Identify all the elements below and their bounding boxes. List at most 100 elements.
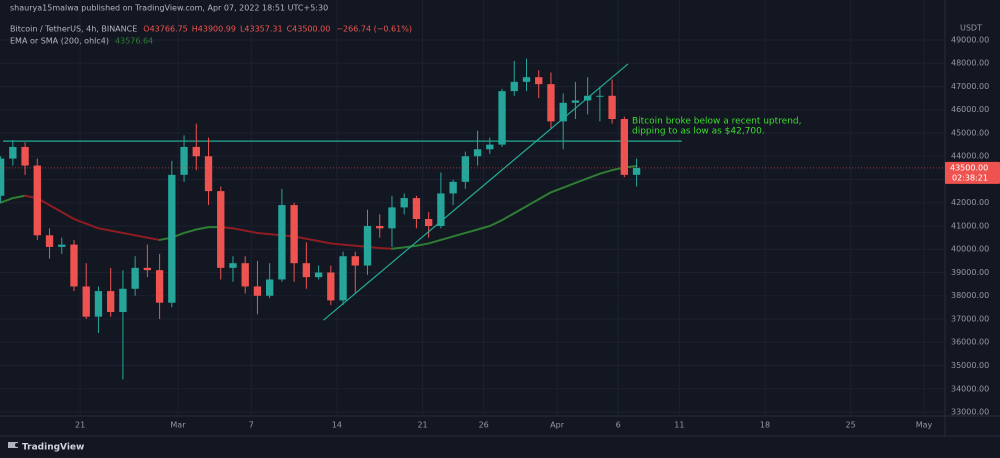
candle-body <box>522 77 531 82</box>
moving-average <box>549 186 565 194</box>
candle-body <box>33 165 41 236</box>
moving-average <box>439 235 455 241</box>
candle-body <box>547 84 555 122</box>
candle-body <box>180 146 188 175</box>
y-tick-label: 47000.00 <box>951 82 989 91</box>
y-tick-label: 42000.00 <box>951 198 989 207</box>
candle-body <box>265 279 274 296</box>
y-tick-label: 38000.00 <box>951 291 989 300</box>
candle-body <box>461 156 470 182</box>
ma-legend: EMA or SMA (200, ohlc4) <box>10 37 109 46</box>
y-tick-label: 45000.00 <box>951 128 989 137</box>
candle-body <box>229 263 237 268</box>
symbol: Bitcoin / TetherUS, 4h, BINANCE <box>10 25 137 34</box>
candle-body <box>278 205 286 280</box>
x-tick-label: 21 <box>75 421 85 430</box>
candle-body <box>424 219 433 226</box>
candle-body <box>596 95 604 97</box>
y-tick-label: 39000.00 <box>951 268 989 277</box>
moving-average <box>48 204 63 214</box>
candle-body <box>620 119 629 175</box>
moving-average <box>574 177 589 184</box>
y-tick-label: 40000.00 <box>951 245 989 254</box>
annotation: Bitcoin broke below a recent uptrend, <box>632 117 801 127</box>
candle-body <box>388 207 396 229</box>
y-tick-label: 37000.00 <box>951 314 989 323</box>
moving-average <box>464 228 479 234</box>
moving-average <box>60 211 75 221</box>
moving-average <box>427 238 442 245</box>
x-tick-label: May <box>916 421 933 430</box>
x-tick-label: Apr <box>550 421 565 430</box>
moving-average <box>305 237 320 243</box>
candle-body <box>70 244 78 287</box>
candle-body <box>351 256 359 266</box>
candle-body <box>412 198 421 220</box>
candle-body <box>21 146 29 166</box>
last-price-label: 43500.00 <box>950 163 988 172</box>
candle-body <box>143 267 152 271</box>
candle-body <box>608 95 616 120</box>
moving-average <box>85 222 100 230</box>
published: shaurya15malwa published on TradingView.… <box>10 4 328 13</box>
moving-average <box>231 227 247 232</box>
grid <box>0 0 945 416</box>
moving-average <box>378 247 393 250</box>
x-tick-label: 11 <box>674 421 684 430</box>
moving-average <box>329 242 345 246</box>
moving-average <box>97 227 112 232</box>
brand-logo <box>8 442 19 448</box>
moving-average <box>109 229 124 234</box>
y-tick-label: 33000.00 <box>951 408 989 417</box>
x-tick-label: 25 <box>845 421 855 430</box>
candle-body <box>449 181 457 194</box>
moving-average <box>415 242 430 247</box>
y-tick-label: 44000.00 <box>951 152 989 161</box>
candle-body <box>559 102 567 122</box>
moving-average <box>476 224 491 231</box>
candle-body <box>363 225 372 266</box>
candle-body <box>571 100 580 103</box>
candle-body <box>119 288 127 313</box>
x-tick-label: 18 <box>760 421 770 430</box>
trend-line <box>323 63 629 321</box>
candle-body <box>327 272 335 301</box>
moving-average <box>256 231 271 236</box>
moving-average <box>390 246 406 250</box>
x-tick-label: 14 <box>332 421 342 430</box>
candle-body <box>632 167 641 175</box>
candle-body <box>204 156 213 192</box>
moving-average <box>183 228 198 234</box>
moving-average <box>562 181 577 189</box>
moving-average <box>72 218 88 225</box>
moving-average <box>452 231 467 238</box>
plot <box>0 58 682 380</box>
candle-body <box>302 263 311 278</box>
candle-body <box>314 272 323 278</box>
candle-body <box>45 235 54 247</box>
moving-average <box>244 229 259 234</box>
moving-average <box>488 219 504 227</box>
y-tick-label: 34000.00 <box>951 384 989 393</box>
x-tick-label: 7 <box>249 421 254 430</box>
y-tick-label: 46000.00 <box>951 105 989 114</box>
moving-average <box>513 205 528 215</box>
candle-body <box>131 267 139 289</box>
candle-body <box>510 81 518 92</box>
x-tick-label: 21 <box>417 421 427 430</box>
candle-body <box>9 146 17 159</box>
moving-average <box>501 212 516 222</box>
moving-average <box>11 194 27 200</box>
candle-body <box>473 149 482 157</box>
countdown: 02:38:21 <box>952 173 988 182</box>
moving-average <box>342 243 357 247</box>
candle-body <box>253 286 262 296</box>
ma-value: 43576.64 <box>115 37 153 46</box>
brand: TradingView <box>22 443 84 453</box>
moving-average <box>598 169 614 175</box>
moving-average <box>146 236 161 241</box>
moving-average <box>317 240 332 245</box>
candle-body <box>376 225 384 229</box>
moving-average <box>586 172 601 180</box>
